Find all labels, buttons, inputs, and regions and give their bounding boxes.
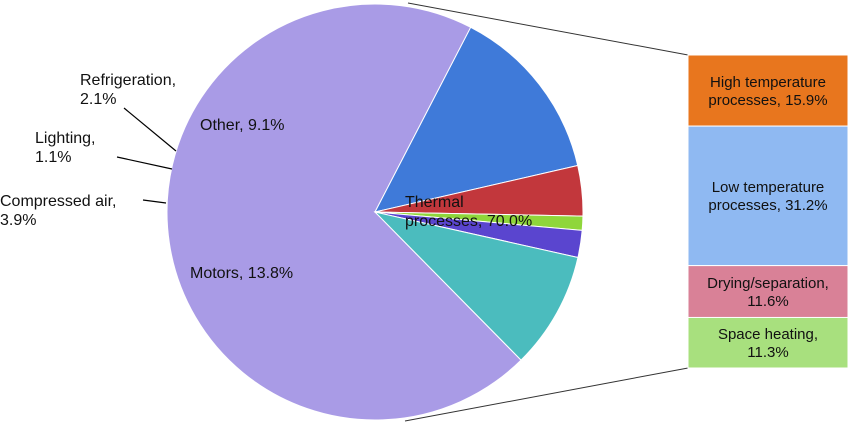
breakdown-bar <box>687 54 849 369</box>
pie-label-other: Other, 9.1% <box>200 117 285 134</box>
pie-label-compressed-air: Compressed air, 3.9% <box>0 193 117 229</box>
pie-chart <box>166 3 584 421</box>
leader-line <box>142 199 167 204</box>
bar-segment-low-temperature-processes <box>687 125 849 267</box>
pie-slice-thermal-processes <box>166 3 522 421</box>
connector-line-bottom <box>404 367 689 422</box>
bar-segment-space-heating <box>687 316 849 369</box>
bar-segment-high-temperature-processes <box>687 54 849 127</box>
pie-slice-motors <box>374 26 579 213</box>
bar-label-high-temperature-processes: High temperature processes, 15.9% <box>708 74 827 109</box>
pie-label-lighting: Lighting, 1.1% <box>35 130 96 166</box>
pie-label-refrigeration: Refrigeration, 2.1% <box>80 72 176 108</box>
leader-line <box>116 156 173 170</box>
bar-label-drying-separation: Drying/separation, 11.6% <box>707 275 829 310</box>
bar-label-space-heating: Space heating, 11.3% <box>718 326 818 361</box>
pie-to-bar-connectors <box>404 2 689 422</box>
connector-line-top <box>407 2 689 56</box>
pie-label-thermal-processes: Thermal processes, 70.0% <box>405 194 532 230</box>
bar-label-low-temperature-processes: Low temperature processes, 31.2% <box>708 179 827 214</box>
leader-line <box>123 107 177 152</box>
chart-labels: Thermal processes, 70.0% Motors, 13.8% Comp… <box>0 72 829 361</box>
pie-slice-other <box>373 211 579 361</box>
bar-segment-drying-separation <box>687 265 849 318</box>
pie-label-motors: Motors, 13.8% <box>190 265 293 282</box>
